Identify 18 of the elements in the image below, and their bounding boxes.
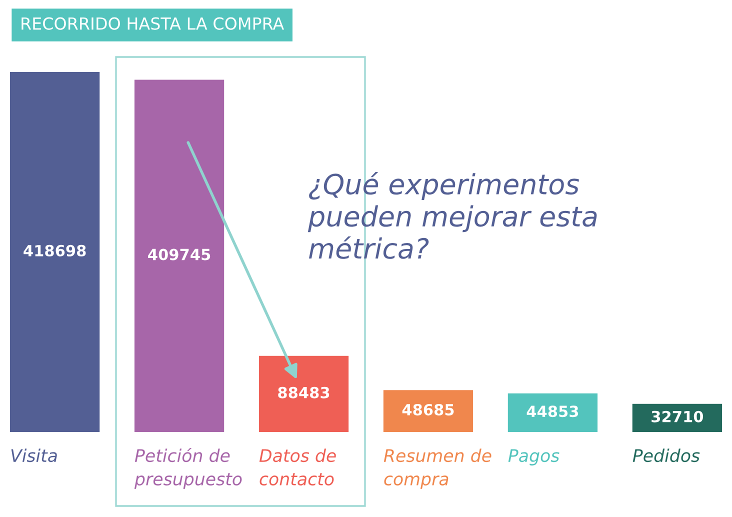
data-label: 418698 xyxy=(24,244,86,256)
bar xyxy=(10,72,100,432)
data-label: 88483 xyxy=(278,386,330,398)
x-tick-label: Datos de contacto xyxy=(259,448,336,486)
bar xyxy=(383,390,474,432)
x-tick-label: Pagos xyxy=(508,449,560,466)
data-label: 32710 xyxy=(652,410,704,422)
bar xyxy=(258,356,349,432)
data-label: 48685 xyxy=(402,404,454,416)
x-tick-label: Visita xyxy=(11,448,57,462)
x-tick-label: Resumen de compra xyxy=(384,448,492,489)
data-label: 409745 xyxy=(148,248,210,260)
x-tick-label: Pedidos xyxy=(632,448,700,462)
data-label: 44853 xyxy=(526,406,578,418)
bar xyxy=(134,80,224,432)
bar xyxy=(508,393,598,432)
x-tick-label: Petición de presupuesto xyxy=(134,448,242,489)
chart-title: RECORRIDO HASTA LA COMPRA xyxy=(22,17,284,30)
